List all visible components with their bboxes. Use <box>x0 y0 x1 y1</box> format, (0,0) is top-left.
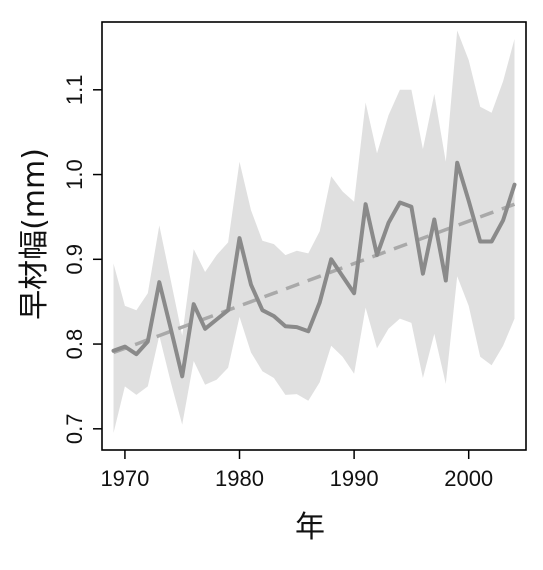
data-point <box>226 308 230 312</box>
y-axis-title: 早材幅(mm) <box>17 148 52 320</box>
data-point <box>134 352 138 356</box>
data-point <box>364 202 368 206</box>
data-point <box>387 221 391 225</box>
data-point <box>478 240 482 244</box>
y-tick-label: 1.0 <box>62 159 87 190</box>
y-tick-label: 0.8 <box>62 329 87 360</box>
data-point <box>180 374 184 378</box>
data-point <box>157 280 161 284</box>
y-tick-label: 0.7 <box>62 414 87 445</box>
data-point <box>375 253 379 257</box>
x-tick-label: 2000 <box>444 466 493 491</box>
data-point <box>318 301 322 305</box>
data-point <box>203 327 207 331</box>
data-point <box>272 314 276 318</box>
data-point <box>192 302 196 306</box>
data-point <box>432 218 436 222</box>
data-point <box>329 257 333 261</box>
data-point <box>112 349 116 353</box>
plot-frame <box>101 21 527 451</box>
data-point <box>467 199 471 203</box>
data-point <box>238 236 242 240</box>
data-point <box>490 240 494 244</box>
y-tick-label: 1.1 <box>62 75 87 106</box>
x-tick-label: 1970 <box>100 466 149 491</box>
data-point <box>409 205 413 209</box>
plot-area <box>111 30 517 433</box>
y-axis: 0.7 0.8 0.9 1.0 1.1 <box>62 75 102 445</box>
data-point <box>398 201 402 205</box>
data-point <box>444 279 448 283</box>
y-tick-label: 0.9 <box>62 244 87 275</box>
data-point <box>146 340 150 344</box>
data-point <box>306 329 310 333</box>
x-tick-label: 1980 <box>215 466 264 491</box>
confidence-band <box>113 30 515 433</box>
data-point <box>341 274 345 278</box>
data-point <box>352 291 356 295</box>
data-point <box>123 345 127 349</box>
data-point <box>249 283 253 287</box>
data-point <box>421 272 425 276</box>
data-point <box>260 308 264 312</box>
data-point <box>513 183 517 187</box>
data-point <box>295 325 299 329</box>
trend-line <box>112 202 516 355</box>
x-axis: 1970 1980 1990 2000 <box>100 450 493 491</box>
mean-line <box>111 160 517 379</box>
data-point <box>169 327 173 331</box>
data-point <box>455 161 459 165</box>
x-axis-title: 年 <box>295 510 325 545</box>
x-tick-label: 1990 <box>330 466 379 491</box>
data-point <box>215 318 219 322</box>
data-point <box>501 218 505 222</box>
data-point <box>283 324 287 328</box>
